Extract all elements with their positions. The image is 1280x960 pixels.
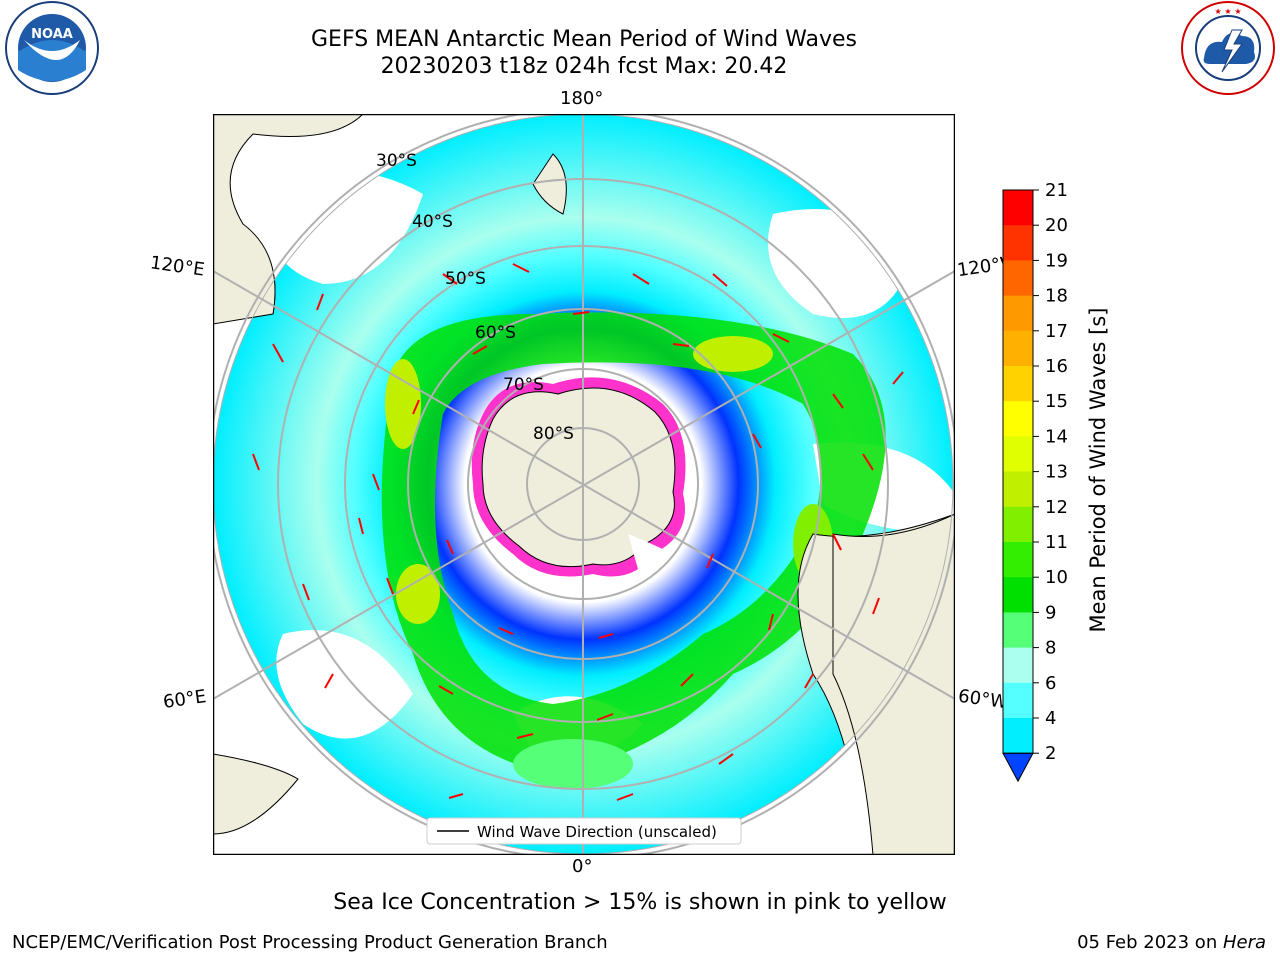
colorbar-swatch xyxy=(1003,330,1033,367)
colorbar: 21 20 19 18 17 16 15 14 13 12 11 10 9 8 6 4 2 xyxy=(1002,180,1068,783)
lon-label-0: 0° xyxy=(572,856,593,877)
colorbar-extend-min xyxy=(1002,752,1034,783)
colorbar-tick-label: 20 xyxy=(1045,215,1068,236)
colorbar-swatch xyxy=(1003,295,1033,332)
colorbar-swatch xyxy=(1003,682,1033,719)
colorbar-tick-label: 8 xyxy=(1045,638,1056,659)
colorbar-swatch xyxy=(1003,542,1033,578)
footer-credit: NCEP/EMC/Verification Post Processing Pr… xyxy=(12,932,608,953)
map-title: GEFS MEAN Antarctic Mean Period of Wind … xyxy=(311,27,857,52)
lon-label-120e: 120°E xyxy=(148,252,206,281)
colorbar-tick-label: 12 xyxy=(1045,497,1068,518)
lon-label-60e: 60°E xyxy=(161,686,208,713)
polar-map: Wind Wave Direction (unscaled) xyxy=(213,114,955,855)
colorbar-swatch xyxy=(1003,577,1033,613)
lat-label-80s: 80°S xyxy=(533,424,574,444)
colorbar-tick-label: 15 xyxy=(1045,391,1068,412)
colorbar-tick-label: 6 xyxy=(1045,673,1056,694)
lat-label-50s: 50°S xyxy=(445,269,486,289)
wind-wave-arrows xyxy=(252,263,904,801)
map-legend: Wind Wave Direction (unscaled) xyxy=(426,817,742,845)
colorbar-swatch xyxy=(1003,401,1033,437)
lat-label-40s: 40°S xyxy=(412,212,453,232)
colorbar-tick-label: 11 xyxy=(1045,532,1068,553)
colorbar-tick-label: 14 xyxy=(1045,426,1068,447)
colorbar-swatch xyxy=(1003,436,1033,473)
svg-text:Wind Wave Direction (unscaled): Wind Wave Direction (unscaled) xyxy=(477,823,717,841)
colorbar-tick-label: 13 xyxy=(1045,462,1068,483)
colorbar-swatch xyxy=(1003,612,1033,649)
nws-logo: ★ ★ ★ xyxy=(1181,1,1275,95)
lat-label-70s: 70°S xyxy=(503,375,544,395)
lat-label-30s: 30°S xyxy=(376,151,417,171)
footer-date: 05 Feb 2023 on Hera xyxy=(1077,932,1266,953)
colorbar-swatch xyxy=(1003,471,1033,508)
noaa-logo: NOAA xyxy=(5,1,99,95)
colorbar-swatch xyxy=(1003,366,1033,402)
colorbar-tick-label: 17 xyxy=(1045,321,1068,342)
svg-text:NOAA: NOAA xyxy=(31,27,73,42)
colorbar-swatch xyxy=(1003,718,1033,754)
colorbar-swatch xyxy=(1003,190,1033,226)
colorbar-tick-label: 9 xyxy=(1045,602,1056,623)
colorbar-tick-label: 10 xyxy=(1045,567,1068,588)
colorbar-label: Mean Period of Wind Waves [s] xyxy=(1086,307,1110,633)
colorbar-swatch xyxy=(1003,647,1033,684)
svg-text:★ ★ ★: ★ ★ ★ xyxy=(1214,7,1241,16)
lat-label-60s: 60°S xyxy=(475,323,516,343)
lon-label-180: 180° xyxy=(560,88,604,109)
colorbar-swatch xyxy=(1003,225,1033,261)
footer-host: Hera xyxy=(1222,932,1266,953)
colorbar-tick-label: 4 xyxy=(1045,708,1056,729)
colorbar-swatch xyxy=(1003,260,1033,297)
colorbar-tick-label: 19 xyxy=(1045,250,1068,271)
colorbar-tick-label: 21 xyxy=(1045,180,1068,201)
sea-ice-note: Sea Ice Concentration > 15% is shown in … xyxy=(333,890,947,915)
colorbar-tick-label: 18 xyxy=(1045,286,1068,307)
colorbar-tick-label: 16 xyxy=(1045,356,1068,377)
map-subtitle: 20230203 t18z 024h fcst Max: 20.42 xyxy=(380,54,788,79)
colorbar-tick-label: 2 xyxy=(1045,743,1056,764)
colorbar-swatch xyxy=(1003,506,1033,543)
